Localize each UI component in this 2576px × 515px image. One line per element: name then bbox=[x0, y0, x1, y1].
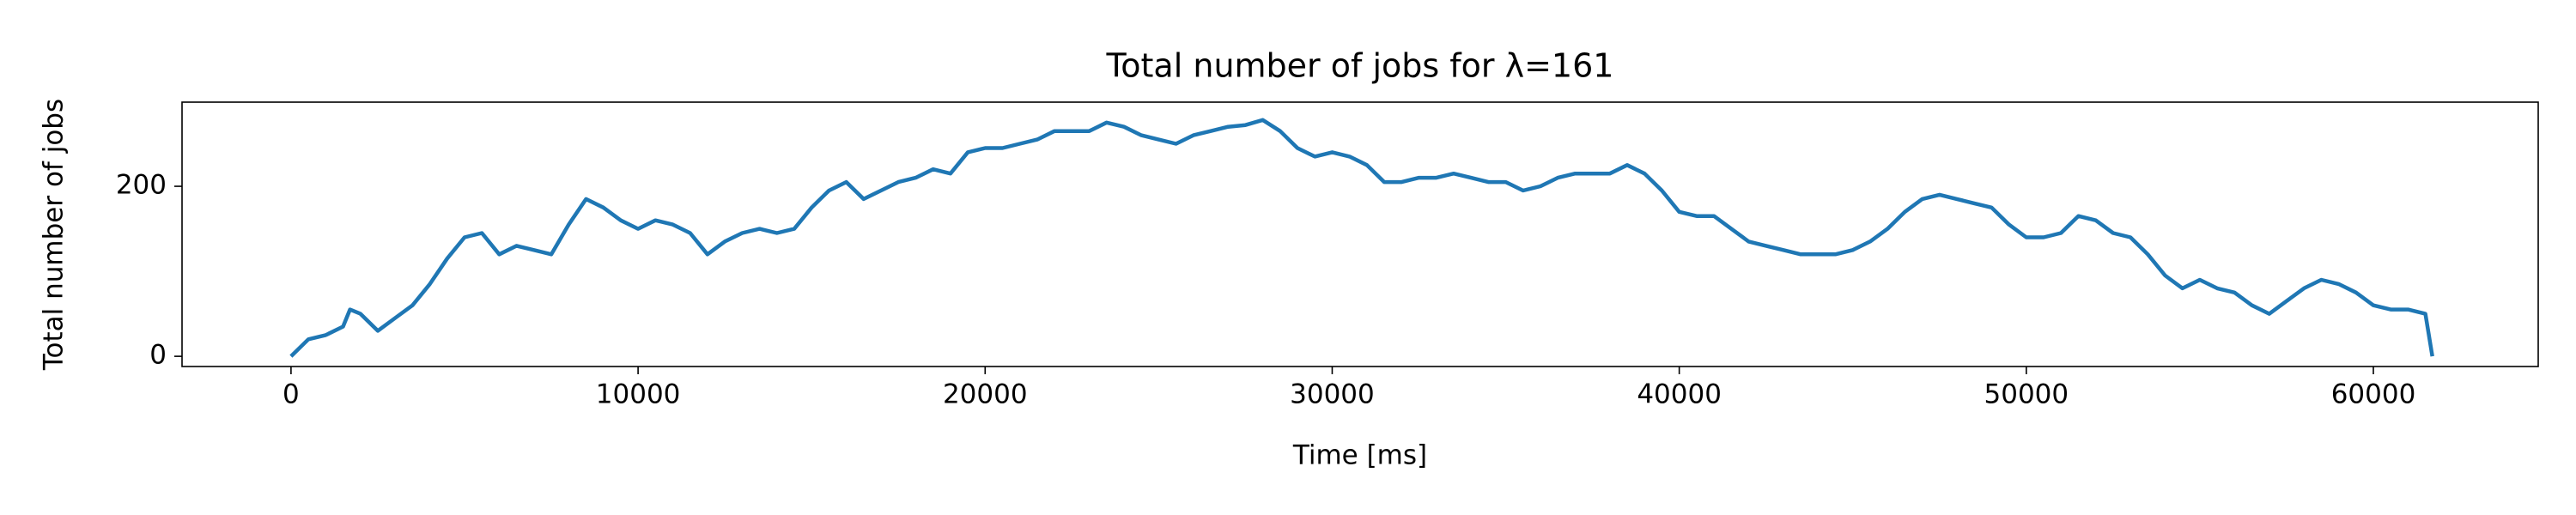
x-tick-label: 20000 bbox=[943, 379, 1028, 410]
y-tick-label: 0 bbox=[149, 340, 167, 371]
x-tick-label: 10000 bbox=[596, 379, 681, 410]
x-tick-label: 40000 bbox=[1637, 379, 1722, 410]
x-tick-label: 30000 bbox=[1290, 379, 1375, 410]
data-line bbox=[289, 118, 2434, 358]
x-tick-label: 0 bbox=[283, 379, 300, 410]
x-axis-label: Time [ms] bbox=[1292, 440, 1427, 471]
y-axis-label: Total number of jobs bbox=[39, 99, 70, 371]
y-tick-label: 200 bbox=[116, 170, 167, 201]
chart-title: Total number of jobs for λ=161 bbox=[1106, 47, 1614, 85]
x-tick-label: 50000 bbox=[1984, 379, 2069, 410]
x-tick-label: 60000 bbox=[2331, 379, 2416, 410]
plot-frame bbox=[181, 101, 2539, 367]
